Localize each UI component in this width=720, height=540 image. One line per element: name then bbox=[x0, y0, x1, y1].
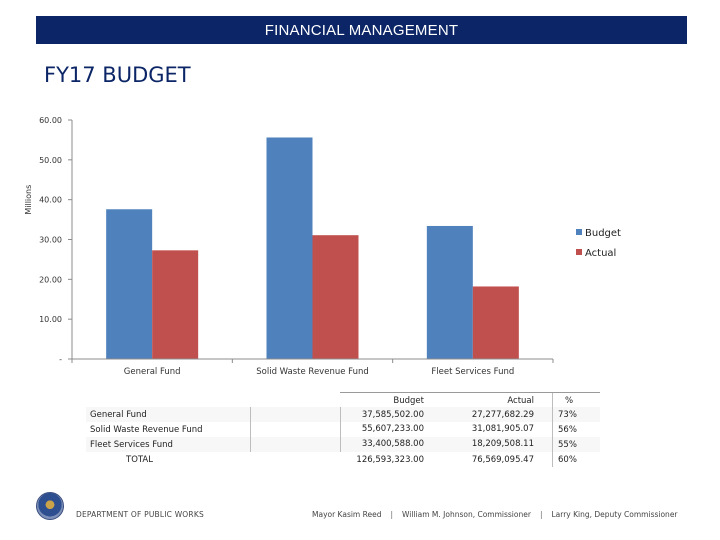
table-row-shade bbox=[86, 437, 600, 452]
bar-budget-3 bbox=[426, 225, 473, 359]
footer-department: DEPARTMENT OF PUBLIC WORKS bbox=[76, 510, 204, 519]
city-seal-icon bbox=[36, 492, 64, 520]
section-banner: FINANCIAL MANAGEMENT bbox=[36, 16, 687, 44]
table-row-actual: 27,277,682.29 bbox=[471, 410, 534, 420]
header-actual: Actual bbox=[507, 396, 534, 406]
y-tick-label: 60.00 bbox=[39, 116, 62, 125]
table-row-name: General Fund bbox=[90, 410, 147, 420]
table-total-budget: 126,593,323.00 bbox=[356, 455, 424, 465]
bar-budget-2 bbox=[266, 137, 313, 359]
table-row-shade bbox=[86, 407, 600, 422]
table-row-name: Fleet Services Fund bbox=[90, 440, 173, 450]
table-row-actual: 18,209,508.11 bbox=[471, 439, 534, 449]
footer-deputy: Larry King, Deputy Commissioner bbox=[551, 510, 678, 519]
table-row-pct: 56% bbox=[558, 425, 577, 435]
footer-officials: Mayor Kasim Reed | William M. Johnson, Com… bbox=[312, 510, 678, 519]
table-row-budget: 37,585,502.00 bbox=[361, 410, 424, 420]
header-budget: Budget bbox=[393, 396, 424, 406]
legend-label-budget: Budget bbox=[585, 228, 621, 239]
legend-swatch-budget bbox=[576, 229, 582, 235]
page-title: FY17 BUDGET bbox=[44, 63, 191, 87]
table-row-name: Solid Waste Revenue Fund bbox=[90, 425, 203, 435]
table-divider bbox=[552, 392, 553, 467]
table-row-pct: 55% bbox=[558, 440, 577, 450]
x-tick-label: General Fund bbox=[124, 367, 181, 377]
header-pct: % bbox=[565, 396, 574, 406]
y-axis: - 10.00 20.00 30.00 40.00 50.00 60.00 Millions bbox=[24, 116, 73, 364]
footer-separator: | bbox=[539, 510, 543, 519]
table-divider bbox=[340, 407, 341, 452]
table-row-pct: 73% bbox=[558, 410, 577, 420]
budget-bar-chart: -10.0020.0030.0040.0050.0060.00Millions … bbox=[24, 116, 621, 377]
bar-budget-1 bbox=[106, 209, 153, 359]
table-divider bbox=[250, 407, 251, 452]
x-tick-label: Fleet Services Fund bbox=[431, 367, 514, 377]
bar-actual-2 bbox=[312, 235, 359, 359]
bars bbox=[106, 137, 519, 359]
x-tick-label: Solid Waste Revenue Fund bbox=[256, 367, 369, 377]
y-axis-label: Millions bbox=[24, 185, 33, 215]
y-tick-label: 50.00 bbox=[39, 156, 62, 165]
table-row-budget: 55,607,233.00 bbox=[361, 424, 424, 434]
legend-swatch-actual bbox=[576, 249, 582, 255]
bar-actual-3 bbox=[472, 286, 519, 359]
footer-separator: | bbox=[390, 510, 394, 519]
bar-actual-1 bbox=[152, 250, 199, 359]
footer-mayor: Mayor Kasim Reed bbox=[312, 510, 382, 519]
table-row-budget: 33,400,588.00 bbox=[361, 439, 424, 449]
y-tick-label: 30.00 bbox=[39, 236, 62, 245]
y-tick-label: 10.00 bbox=[39, 315, 62, 324]
footer-commissioner: William M. Johnson, Commissioner bbox=[402, 510, 531, 519]
y-tick-label: 40.00 bbox=[39, 196, 62, 205]
legend-label-actual: Actual bbox=[585, 248, 616, 259]
table-header-rule bbox=[340, 392, 600, 393]
table-row-actual: 31,081,905.07 bbox=[471, 424, 534, 434]
legend: Budget Actual bbox=[576, 228, 621, 259]
y-tick-label: 20.00 bbox=[39, 275, 62, 284]
table-total-actual: 76,569,095.47 bbox=[471, 455, 534, 465]
table-total-pct: 60% bbox=[558, 455, 577, 465]
y-tick-label: - bbox=[59, 355, 62, 364]
table-total-name: TOTAL bbox=[126, 455, 153, 465]
x-axis: General Fund Solid Waste Revenue Fund Flee… bbox=[71, 358, 554, 377]
banner-text: FINANCIAL MANAGEMENT bbox=[264, 21, 459, 39]
